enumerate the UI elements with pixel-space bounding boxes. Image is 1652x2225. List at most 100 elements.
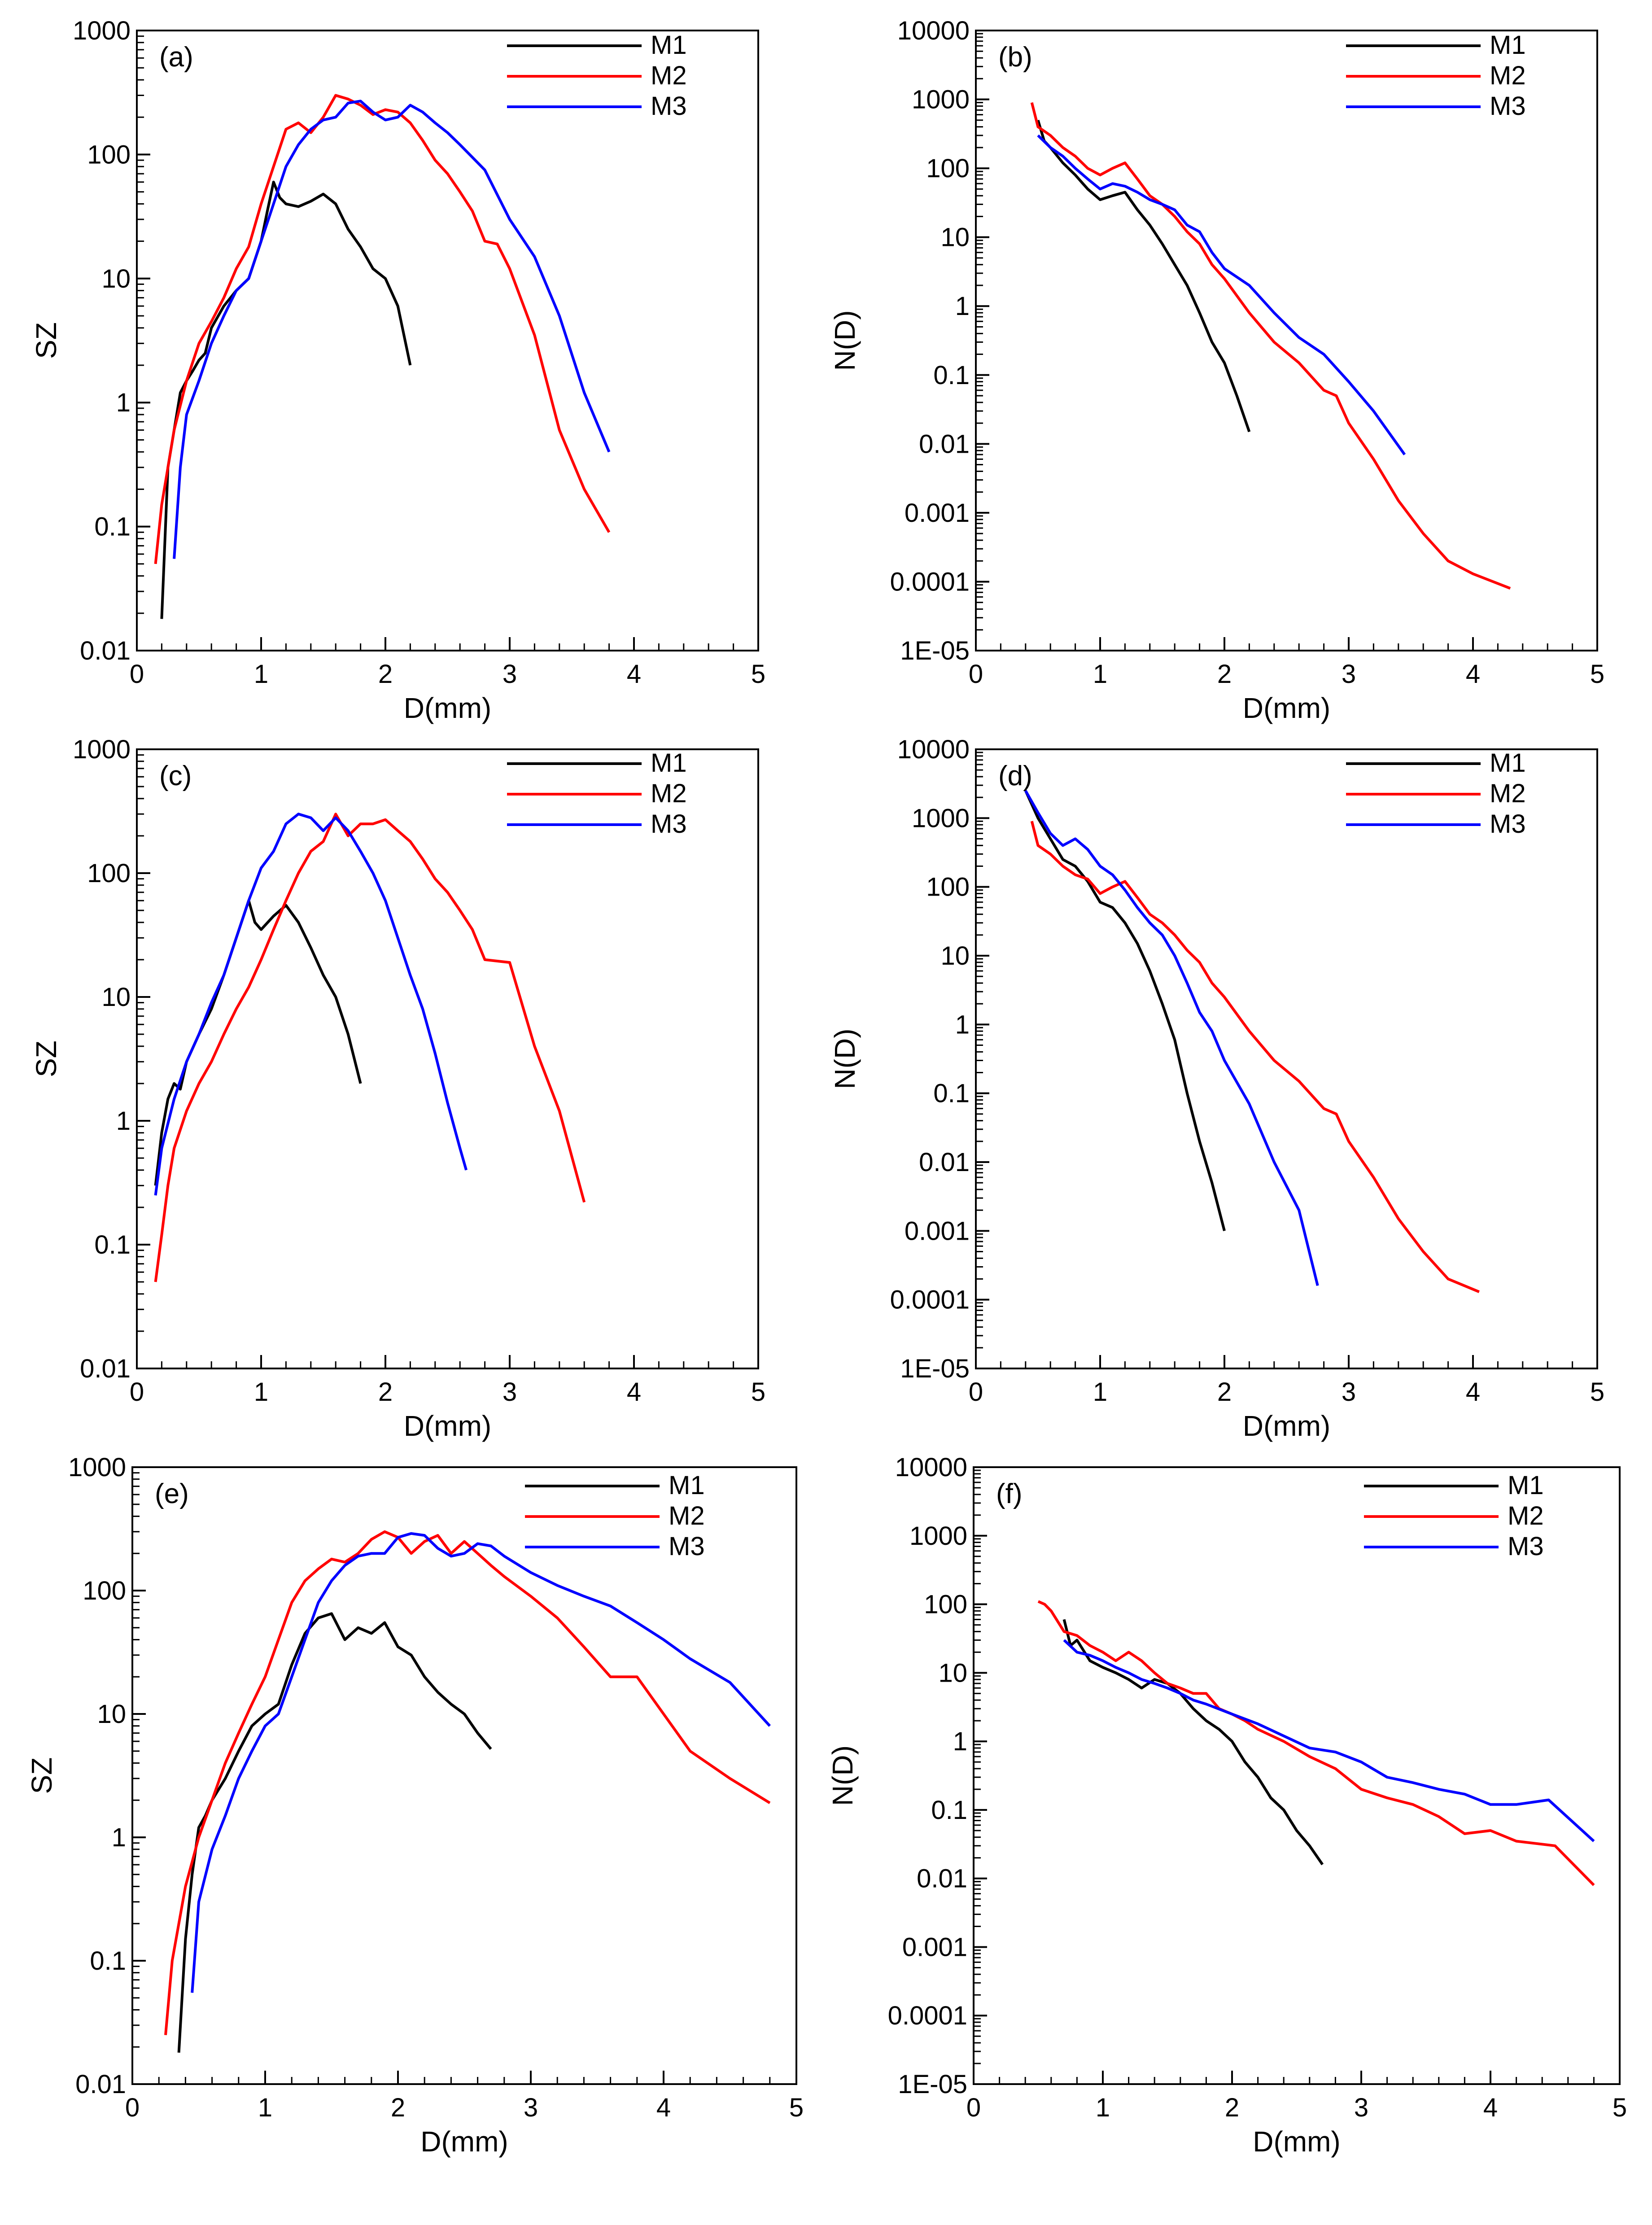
y-tick-label: 10 — [938, 1658, 967, 1687]
y-tick-label: 100 — [926, 873, 970, 902]
x-tick-label: 2 — [1217, 1377, 1232, 1407]
y-tick-label: 1E-05 — [900, 636, 970, 665]
x-tick-label: 2 — [1217, 660, 1232, 689]
legend-label: M3 — [1490, 809, 1526, 839]
x-tick-label: 2 — [391, 2093, 405, 2122]
series-line-m3 — [1037, 134, 1406, 455]
panel-label: (a) — [159, 42, 193, 73]
y-tick-label: 1E-05 — [898, 2070, 967, 2099]
x-tick-label: 5 — [751, 1377, 765, 1407]
y-tick-label: 0.01 — [917, 1864, 967, 1893]
panel-f: 0 1 2 3 4 5 1E-05 0.0001 0.001 0.01 0.1 1 10 100 1000 1… — [826, 1453, 1627, 2158]
y-tick-label: 0.001 — [905, 498, 970, 528]
y-tick-label: 1 — [955, 292, 970, 321]
x-tick-label: 1 — [258, 2093, 272, 2122]
plot-frame — [136, 30, 759, 651]
x-tick-label: 4 — [627, 660, 641, 689]
x-axis-label: D(mm) — [1253, 2125, 1340, 2158]
legend-label: M1 — [1490, 748, 1526, 778]
series-line-m2 — [154, 813, 586, 1282]
panel-label: (e) — [155, 1478, 189, 1509]
y-tick-label: 10 — [101, 983, 131, 1012]
x-tick-label: 2 — [1225, 2093, 1239, 2122]
panel-b: 0 1 2 3 4 5 1E-05 0.0001 0.001 0.01 0.1 1 10 100 1000 1… — [829, 16, 1604, 724]
series-line-m1 — [154, 899, 362, 1186]
x-tick-label: 3 — [503, 660, 517, 689]
y-tick-label: 0.01 — [80, 636, 131, 665]
y-axis-label: N(D) — [829, 1028, 861, 1089]
y-tick-label: 0.1 — [94, 512, 131, 542]
series-line-m2 — [154, 94, 611, 564]
x-tick-label: 4 — [1466, 660, 1480, 689]
x-tick-label: 1 — [1096, 2093, 1110, 2122]
y-axis-label: SZ — [26, 1757, 58, 1794]
x-axis-label: D(mm) — [1243, 692, 1330, 724]
y-tick-label: 100 — [924, 1590, 967, 1619]
y-tick-label: 1000 — [73, 16, 131, 45]
series-line-m3 — [191, 1532, 771, 1993]
panel-label: (b) — [998, 42, 1032, 73]
x-tick-label: 4 — [656, 2093, 671, 2122]
y-tick-label: 10000 — [897, 16, 970, 45]
series-line-m3 — [1063, 1639, 1595, 1842]
y-tick-label: 1000 — [909, 1521, 967, 1551]
legend-label: M3 — [669, 1532, 705, 1561]
y-tick-label: 10 — [97, 1700, 126, 1729]
x-tick-label: 3 — [1342, 660, 1356, 689]
series-line-m3 — [173, 100, 611, 559]
series-line-m2 — [164, 1530, 771, 2035]
y-tick-label: 100 — [87, 859, 131, 888]
x-tick-label: 3 — [503, 1377, 517, 1407]
y-tick-label: 0.01 — [80, 1354, 131, 1383]
y-tick-label: 0.1 — [94, 1230, 131, 1259]
series-line-m2 — [1030, 102, 1511, 590]
y-tick-label: 0.001 — [902, 1932, 967, 1962]
y-tick-label: 1 — [116, 1106, 131, 1136]
y-axis-label: SZ — [30, 322, 62, 359]
x-tick-label: 1 — [254, 1377, 268, 1407]
y-axis-label: N(D) — [829, 310, 861, 371]
panel-label: (c) — [159, 761, 192, 791]
y-tick-label: 1000 — [912, 85, 970, 114]
y-tick-label: 10 — [940, 223, 970, 252]
x-tick-label: 0 — [130, 660, 144, 689]
x-axis-label: D(mm) — [1243, 1410, 1330, 1442]
x-axis-label: D(mm) — [420, 2125, 508, 2158]
series-line-m1 — [177, 1612, 492, 2053]
x-tick-label: 5 — [1590, 1377, 1604, 1407]
x-tick-label: 5 — [789, 2093, 804, 2122]
y-tick-label: 0.01 — [919, 429, 970, 459]
x-tick-label: 4 — [1483, 2093, 1498, 2122]
legend-label: M3 — [651, 809, 687, 839]
legend-label: M2 — [669, 1501, 705, 1530]
y-tick-label: 1E-05 — [900, 1354, 970, 1383]
series-line-m2 — [1037, 1600, 1595, 1886]
plot-frame — [973, 1466, 1621, 2085]
y-axis-label: N(D) — [826, 1745, 859, 1806]
series-line-m3 — [1024, 790, 1319, 1286]
y-tick-label: 1000 — [912, 804, 970, 833]
series-line-m2 — [1030, 821, 1480, 1293]
x-tick-label: 1 — [1093, 660, 1107, 689]
x-tick-label: 5 — [751, 660, 765, 689]
y-tick-label: 1000 — [73, 735, 131, 764]
legend-label: M2 — [1508, 1501, 1544, 1530]
x-axis-label: D(mm) — [404, 692, 491, 724]
y-tick-label: 10 — [940, 941, 970, 970]
series-line-m3 — [154, 813, 468, 1196]
y-tick-label: 0.001 — [905, 1216, 970, 1246]
x-tick-label: 0 — [130, 1377, 144, 1407]
series-line-m1 — [160, 180, 412, 619]
y-tick-label: 0.1 — [933, 1079, 970, 1108]
y-tick-label: 10 — [101, 264, 131, 293]
x-tick-label: 2 — [378, 1377, 393, 1407]
legend-label: M3 — [1508, 1532, 1544, 1561]
x-tick-label: 3 — [1354, 2093, 1368, 2122]
x-tick-label: 0 — [969, 660, 983, 689]
